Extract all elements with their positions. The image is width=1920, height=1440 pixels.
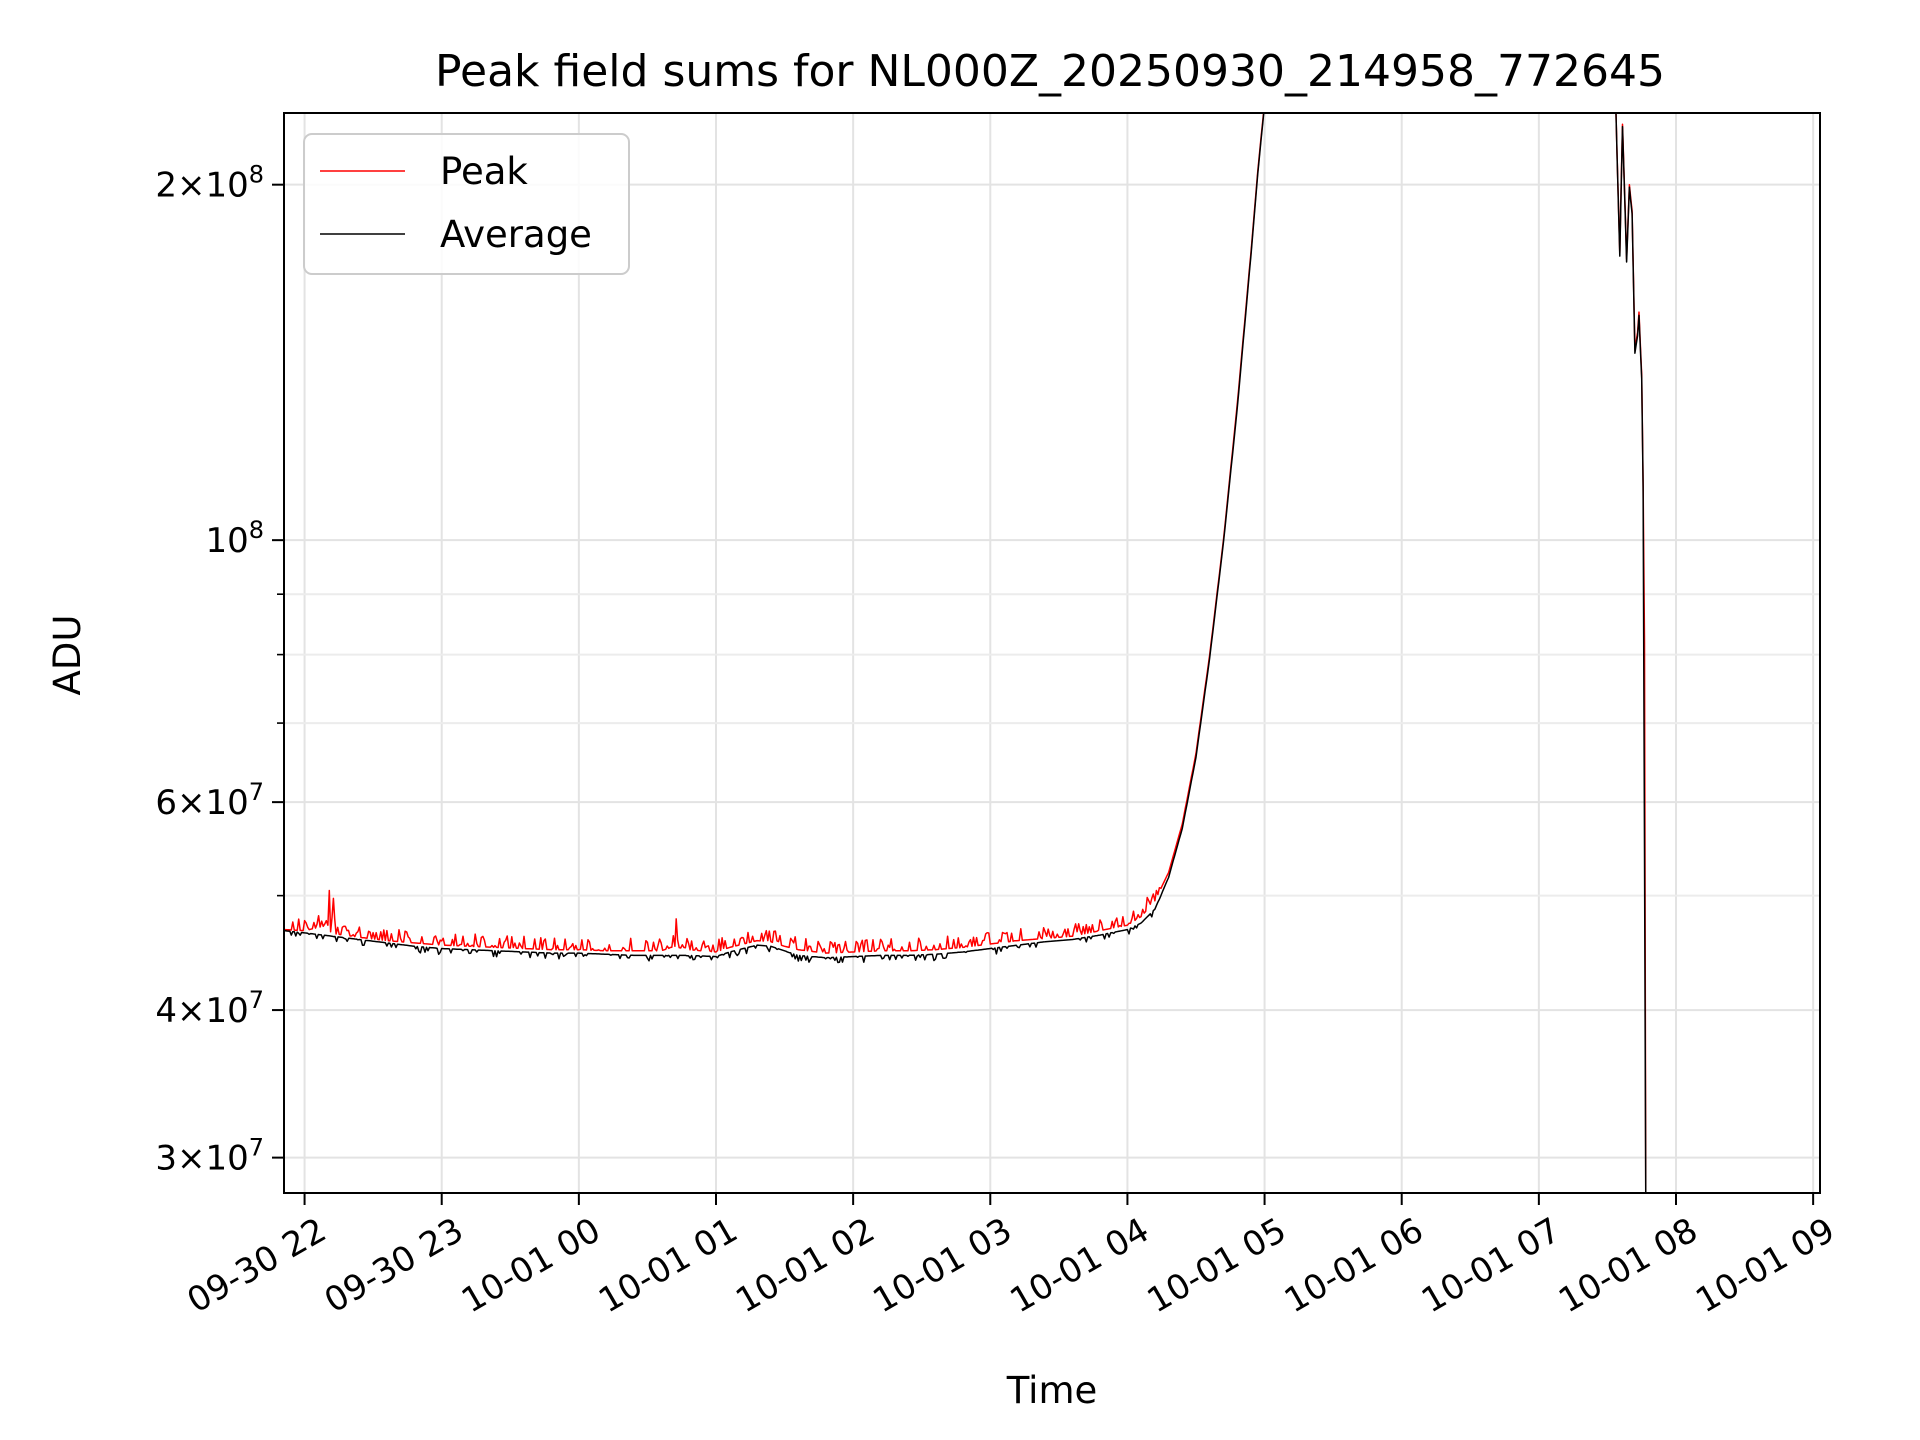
- y-tick-label: 4×107: [155, 986, 264, 1031]
- series-layer: [284, 113, 1647, 1193]
- legend-label-average: Average: [440, 213, 592, 256]
- legend-label-peak: Peak: [440, 150, 528, 193]
- x-axis-label: Time: [1006, 1369, 1098, 1412]
- y-axis: 3×107 4×107 6×107 108 2×108: [155, 161, 284, 1179]
- y-tick-label: 3×107: [155, 1134, 264, 1179]
- series-line-peak: [284, 113, 1265, 954]
- legend-box: [303, 133, 630, 275]
- chart-title: Peak field sums for NL000Z_20250930_2149…: [435, 46, 1665, 97]
- plot-frame: [283, 112, 1821, 1194]
- y-tick-label: 6×107: [155, 778, 264, 823]
- grid: [284, 113, 1820, 1193]
- y-tick-label: 2×108: [155, 161, 264, 206]
- series-line-average: [284, 113, 1265, 964]
- legend: Peak Average: [303, 133, 630, 275]
- y-tick-label: 108: [205, 516, 264, 561]
- y-axis-label: ADU: [46, 615, 89, 696]
